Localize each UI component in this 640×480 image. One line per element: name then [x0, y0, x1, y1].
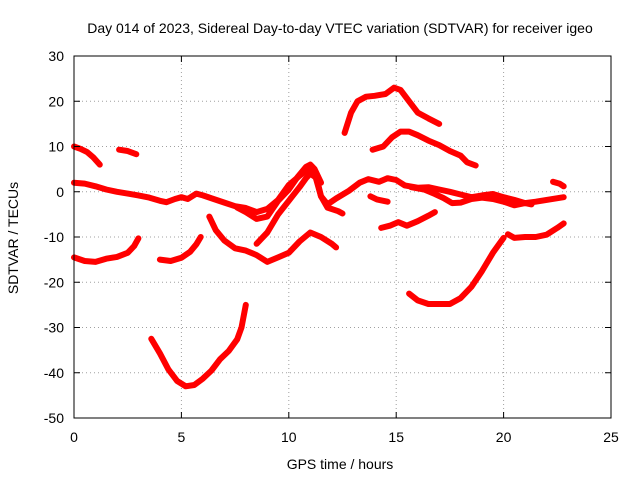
series-arc-10: [341, 84, 443, 136]
series-arc-5: [156, 234, 204, 264]
series-arc-16: [504, 220, 567, 241]
y-tick-label: -20: [44, 274, 64, 290]
series-arc-8: [253, 170, 346, 247]
series-arc-14: [408, 184, 535, 209]
series-arc-11: [369, 128, 479, 169]
chart-title: Day 014 of 2023, Sidereal Day-to-day VTE…: [87, 20, 593, 36]
series-arc-4: [71, 235, 142, 265]
y-tick-label: -30: [44, 320, 64, 336]
series-arc-15: [406, 234, 507, 307]
y-tick-label: -50: [44, 410, 64, 426]
series-arc-12: [367, 193, 391, 205]
y-tick-label: -40: [44, 365, 64, 381]
x-tick-label: 0: [70, 429, 78, 445]
series-arc-7: [206, 213, 340, 265]
y-tick-label: -10: [44, 229, 64, 245]
series-layer: [71, 84, 567, 390]
x-axis-title: GPS time / hours: [287, 456, 394, 472]
x-tick-label: 15: [388, 429, 404, 445]
plot-frame: [73, 55, 612, 419]
series-arc-17: [550, 178, 567, 190]
x-tick-label: 5: [178, 429, 186, 445]
y-tick-label: 10: [48, 139, 64, 155]
series-arc-1: [71, 143, 103, 168]
series-arc-6: [148, 301, 249, 390]
y-tick-label: 0: [56, 184, 64, 200]
series-arc-2: [116, 146, 140, 158]
y-axis-title: SDTVAR / TECUs: [5, 182, 21, 294]
y-tick-label: 30: [48, 48, 64, 64]
y-tick-label: 20: [48, 93, 64, 109]
series-arc-13: [378, 209, 438, 231]
series-arc-9: [234, 161, 324, 222]
x-tick-label: 25: [603, 429, 619, 445]
x-tick-label: 10: [281, 429, 297, 445]
x-tick-label: 20: [496, 429, 512, 445]
axes-layer: 0 5 10 15 20 25 -50 -40 -30 -20 -10 0 10 20 30: [44, 48, 619, 445]
